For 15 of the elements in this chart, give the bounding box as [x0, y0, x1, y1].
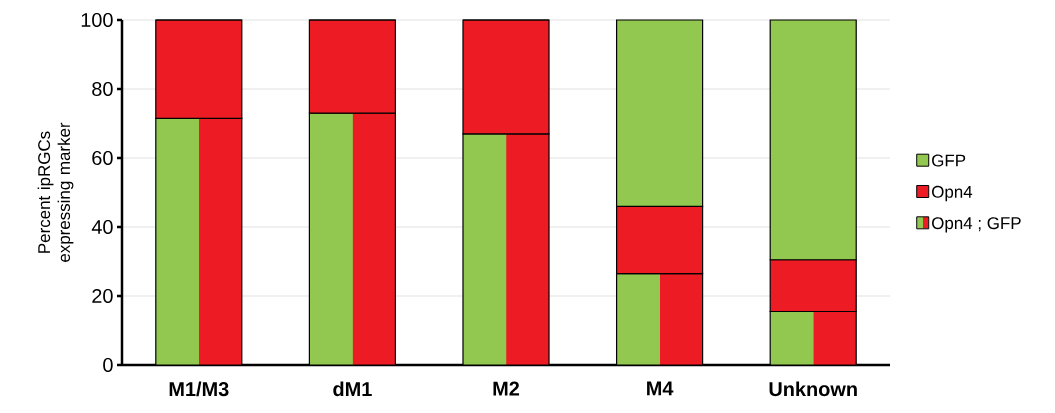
legend-label: Opn4 ; GFP — [932, 217, 1021, 233]
x-tick-label: M1/M3 — [169, 381, 229, 397]
legend-label: GFP — [932, 154, 966, 167]
y-tick-label: 80 — [92, 81, 113, 97]
x-tick-label: M4 — [647, 381, 674, 396]
x-tick-label: Unknown — [769, 381, 857, 397]
y-tick-label: 20 — [92, 288, 113, 304]
y-tick-label: 0 — [103, 357, 113, 373]
legend-label: Opn4 — [932, 185, 973, 202]
y-tick-label: 40 — [91, 219, 113, 235]
x-tick-label: M2 — [493, 381, 520, 396]
y-axis-title: Percent ipRGCs expressing marker — [37, 122, 74, 262]
y-tick-label: 60 — [92, 150, 113, 166]
x-tick-label: dM1 — [333, 381, 372, 397]
y-tick-label: 100 — [81, 12, 113, 28]
